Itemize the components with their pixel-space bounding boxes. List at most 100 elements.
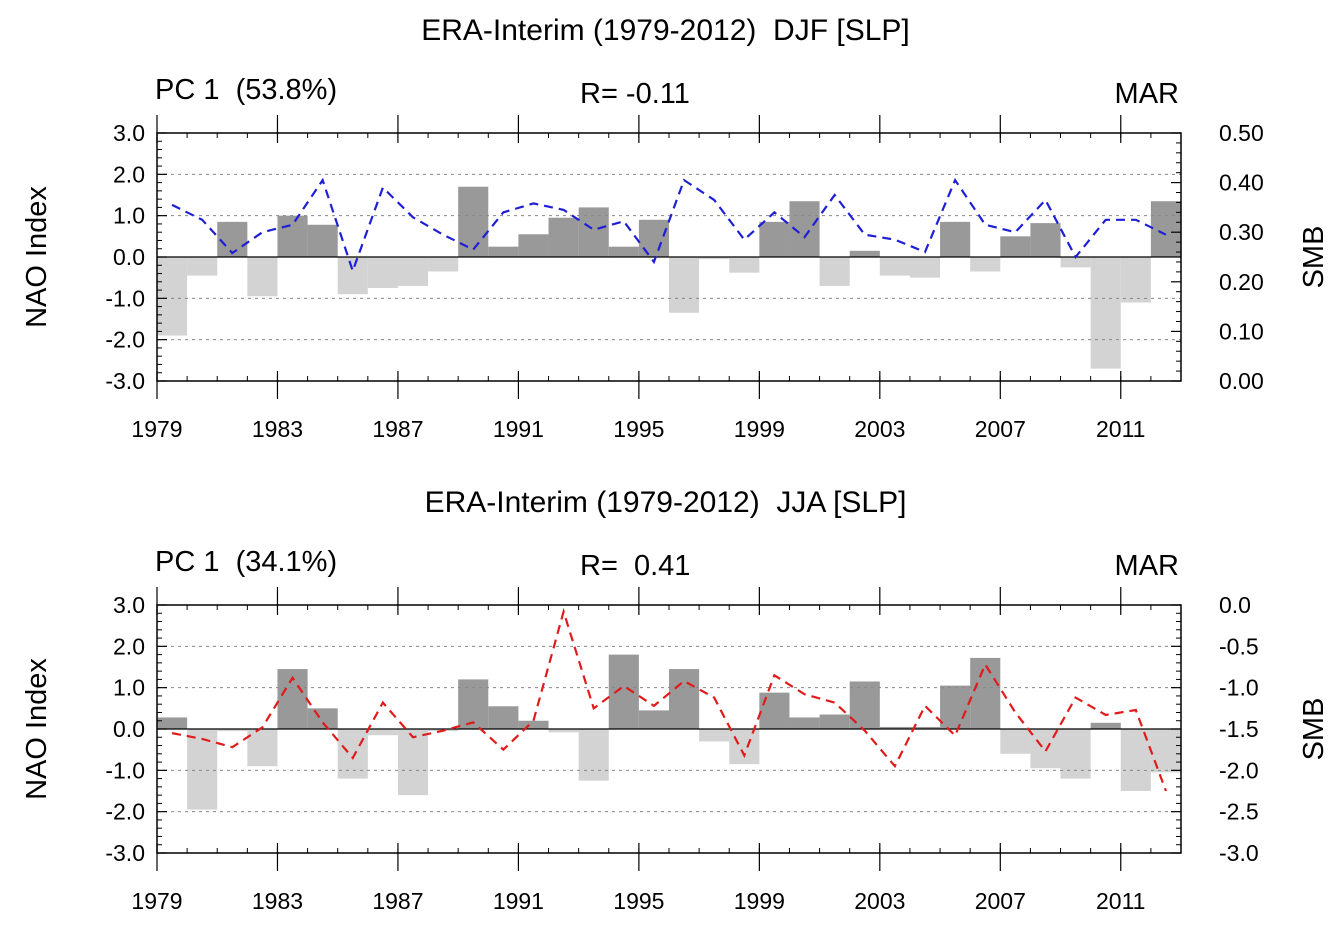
nao-bar [970,657,1001,729]
nao-bar [247,257,278,297]
nao-bar [578,729,609,781]
nao-bar [1060,729,1091,779]
nao-bar [307,708,338,729]
nao-bar [488,246,519,257]
nao-bar [277,215,308,257]
x-tick-label: 2011 [1096,888,1145,914]
x-tick-label: 2007 [975,416,1026,442]
nao-bar [397,257,429,286]
y2-tick-label: -2.0 [1219,757,1259,783]
y2-tick-label: 0.40 [1219,170,1264,196]
y-tick-label: 2.0 [113,161,145,187]
nao-bar [638,710,669,729]
nao-bar [1150,729,1181,773]
nao-bar [578,207,609,257]
nao-bar [247,729,278,767]
nao-bar [909,726,941,729]
x-tick-label: 1991 [493,888,544,914]
chart-title: ERA-Interim (1979-2012) JJA [SLP] [424,486,907,519]
y-tick-label: 1.0 [113,203,145,229]
x-tick-label: 2007 [975,888,1026,914]
nao-bar [428,257,459,272]
nao-bar [187,729,218,810]
x-tick-label: 1983 [252,416,303,442]
nao-bar [699,257,730,260]
nao-bar [608,246,639,257]
y-tick-label: -2.0 [105,799,145,825]
nao-bar [1090,722,1121,729]
pc-variance-label: PC 1 (34.1%) [155,546,338,578]
x-tick-label: 2003 [854,888,905,914]
y-tick-label: -1.0 [105,285,145,311]
nao-bar [307,224,338,257]
y-tick-label: 0.0 [113,244,145,270]
y-tick-label: -3.0 [105,368,145,394]
y-tick-label: -3.0 [105,840,145,866]
y-tick-label: -1.0 [105,757,145,783]
x-tick-label: 1979 [131,888,182,914]
smb-line [171,177,1167,275]
y2-tick-label: -0.5 [1219,633,1259,659]
nao-bar [1000,236,1031,257]
y-tick-label: 1.0 [113,675,145,701]
nao-bar [187,257,218,276]
y2-tick-label: -1.5 [1219,716,1259,742]
x-tick-label: 1995 [613,888,664,914]
nao-bar [819,714,850,729]
y2-tick-label: 0.30 [1219,219,1264,245]
nao-bar [1150,201,1181,257]
y-tick-label: 3.0 [113,120,145,146]
y-axis-title: NAO Index [21,658,53,800]
nao-bar [157,257,188,336]
y-tick-label: 2.0 [113,633,145,659]
nao-bar [367,729,398,736]
smb-line [171,607,1167,792]
y2-axis-title: SMB [1298,226,1330,289]
nao-bar [458,186,489,257]
nao-bar [1060,257,1091,268]
nao-bar [909,257,941,278]
nao-bar [548,217,579,257]
nao-bar [759,692,790,729]
nao-bar [849,250,880,257]
x-tick-label: 1991 [493,416,544,442]
model-label: MAR [1114,550,1179,582]
nao-bar [337,257,368,295]
model-label: MAR [1114,78,1179,110]
y2-tick-label: 0.50 [1219,120,1264,146]
x-tick-label: 2011 [1096,416,1145,442]
nao-bar [337,729,368,779]
nao-bar [638,219,669,257]
correlation-label: R= 0.41 [580,550,691,582]
nao-bar [699,729,730,742]
nao-bar [518,720,549,729]
nao-bar [1000,729,1031,754]
x-tick-label: 1995 [613,416,664,442]
x-tick-label: 1983 [252,888,303,914]
x-tick-label: 1987 [372,888,423,914]
jja-plot: 3.0 2.0 1.0 0.0 -1.0 -2.0 -3.0 0.0 -0.5 -1.0 -1.5 -… [21,587,1330,914]
nao-bar [729,729,760,765]
y2-tick-label: 0.0 [1219,592,1251,618]
nao-bar [759,221,790,257]
y-tick-label: 3.0 [113,592,145,618]
nao-bar [970,257,1001,272]
nao-bar [669,257,700,313]
nao-bar [1030,729,1061,769]
nao-bar [940,221,971,257]
nao-bar [819,257,850,286]
x-tick-label: 1979 [131,416,182,442]
nao-bar [1030,223,1061,257]
y2-tick-label: 0.00 [1219,368,1264,394]
nao-bar [548,729,579,733]
nao-bar [217,729,248,732]
nao-bar [217,221,248,257]
y-axis-title: NAO Index [21,186,53,328]
nao-bar [488,706,519,729]
nao-bar [879,726,910,729]
correlation-label: R= -0.11 [580,78,690,110]
nao-bar [729,257,760,273]
djf-chart-panel: ERA-Interim (1979-2012) DJF [SLP] PC 1 (… [21,14,1330,442]
nao-bar [789,717,820,729]
nao-bar [518,234,549,257]
